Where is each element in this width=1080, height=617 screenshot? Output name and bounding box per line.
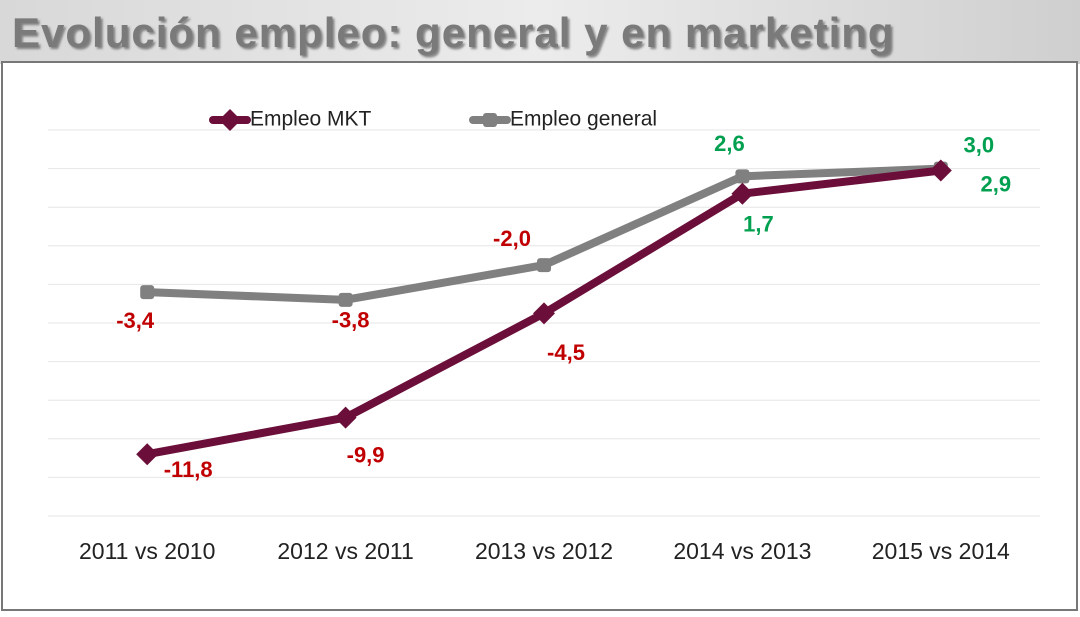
header-background <box>0 0 1080 64</box>
data-label: 2,6 <box>714 131 745 156</box>
x-tick-label: 2011 vs 2010 <box>79 538 215 564</box>
marker <box>338 292 353 307</box>
marker <box>537 258 551 273</box>
data-label: -2,0 <box>493 226 531 251</box>
marker <box>334 406 357 429</box>
marker <box>533 302 555 325</box>
data-label: -3,8 <box>332 308 370 333</box>
data-label: 3,0 <box>964 132 995 157</box>
x-tick-label: 2013 vs 2012 <box>475 538 613 564</box>
data-label: -4,5 <box>547 340 585 365</box>
x-tick-label: 2014 vs 2013 <box>673 538 811 564</box>
data-label: -3,4 <box>116 308 155 333</box>
data-label: -11,8 <box>164 457 213 482</box>
legend-marker <box>219 109 241 131</box>
data-label: 1,7 <box>743 212 774 237</box>
x-tick-label: 2012 vs 2011 <box>277 538 413 564</box>
marker <box>136 443 159 466</box>
marker <box>731 182 754 205</box>
data-label: 2,9 <box>981 171 1012 196</box>
chart-title: Evolución empleo: general y en marketing <box>12 9 895 56</box>
data-label: -9,9 <box>347 442 385 467</box>
legend-label: Empleo general <box>510 108 657 131</box>
marker <box>929 159 952 182</box>
legend-marker <box>483 113 497 127</box>
plot-frame <box>1 61 1078 611</box>
marker <box>735 169 750 184</box>
marker <box>140 285 155 300</box>
x-tick-label: 2015 vs 2014 <box>872 538 1010 564</box>
legend-label: Empleo MKT <box>250 108 372 131</box>
